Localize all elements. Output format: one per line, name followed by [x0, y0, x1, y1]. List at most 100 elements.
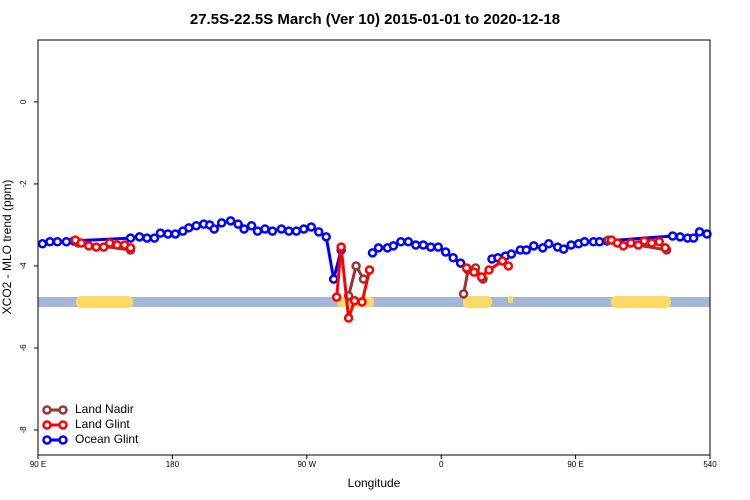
data-point — [184, 223, 194, 233]
data-point — [418, 240, 429, 250]
data-point — [396, 237, 406, 247]
data-point — [388, 241, 399, 251]
data-point — [455, 258, 466, 268]
legend-swatch-marker — [58, 405, 68, 415]
data-point — [558, 244, 569, 254]
data-point — [566, 240, 576, 250]
data-point — [225, 216, 236, 226]
data-point — [497, 256, 508, 266]
data-point — [163, 229, 173, 239]
data-point — [469, 267, 479, 277]
data-point — [321, 232, 331, 242]
data-point — [660, 243, 670, 253]
x-axis-label: Longitude — [348, 476, 401, 490]
data-point — [45, 237, 55, 247]
data-point — [299, 224, 309, 234]
data-point — [425, 242, 436, 252]
data-point — [543, 239, 554, 249]
data-point — [529, 241, 539, 251]
data-point — [104, 238, 115, 248]
data-point — [191, 221, 202, 231]
data-point — [351, 261, 361, 271]
legend-swatch-marker — [58, 435, 68, 445]
data-point — [284, 226, 294, 236]
data-point — [675, 232, 685, 242]
data-point — [260, 224, 270, 234]
data-point — [134, 232, 145, 242]
data-point — [688, 233, 699, 243]
data-point — [37, 239, 48, 249]
y-tick-label: 0 — [19, 99, 28, 104]
data-point — [331, 292, 342, 302]
data-point — [639, 236, 650, 246]
data-point — [594, 237, 605, 247]
land-patch — [463, 296, 492, 308]
data-point — [246, 221, 257, 231]
data-point — [433, 242, 443, 252]
data-point — [142, 233, 152, 243]
data-point — [291, 226, 302, 236]
data-point — [626, 238, 636, 248]
data-point — [252, 226, 263, 236]
data-point — [448, 253, 458, 263]
data-point — [239, 224, 249, 234]
data-point — [461, 263, 472, 273]
data-point — [233, 219, 243, 229]
y-tick-label: -6 — [19, 344, 28, 352]
data-point — [633, 240, 644, 250]
data-point — [403, 237, 414, 247]
data-point — [373, 243, 384, 253]
legend-swatch-marker — [42, 435, 52, 445]
data-point — [647, 238, 657, 248]
x-tick-label: 90 E — [30, 460, 46, 469]
data-point — [364, 265, 375, 275]
data-point — [694, 227, 705, 237]
data-point — [357, 297, 367, 307]
x-tick-label: 90 W — [297, 460, 316, 469]
x-tick-label: 0 — [439, 460, 444, 469]
data-point — [98, 242, 109, 252]
data-point — [654, 237, 664, 247]
data-point — [440, 247, 451, 257]
data-point — [125, 243, 136, 253]
land-mask — [38, 296, 710, 308]
data-point — [76, 238, 87, 248]
data-point — [503, 261, 514, 271]
x-tick-label: 180 — [166, 460, 180, 469]
data-point — [112, 240, 122, 250]
data-point — [521, 245, 532, 255]
data-point — [367, 248, 378, 258]
data-point — [149, 233, 160, 243]
data-point — [84, 241, 94, 251]
land-patch — [76, 296, 133, 308]
data-point — [170, 229, 181, 239]
legend-swatch-marker — [58, 420, 68, 430]
data-point — [216, 218, 227, 228]
legend-label: Land Glint — [75, 417, 130, 431]
plot-area — [37, 216, 712, 323]
data-point — [336, 242, 346, 252]
data-point — [313, 227, 324, 237]
data-point — [484, 265, 494, 275]
data-point — [306, 222, 317, 232]
data-point — [91, 242, 101, 252]
data-point — [506, 249, 517, 259]
y-tick-label: -8 — [19, 426, 28, 434]
land-patch — [611, 296, 671, 308]
legend-swatch-marker — [42, 420, 52, 430]
data-point — [411, 240, 421, 250]
legend-swatch-marker — [42, 405, 52, 415]
data-point — [537, 243, 548, 253]
data-point — [702, 229, 712, 239]
data-point — [209, 224, 219, 234]
y-axis-label: XCO2 - MLO trend (ppm) — [0, 180, 14, 315]
legend-label: Ocean Glint — [75, 432, 139, 446]
data-point — [476, 272, 487, 282]
data-point — [343, 313, 354, 323]
data-point — [328, 274, 339, 284]
legend-label: Land Nadir — [75, 402, 134, 416]
land-patch — [508, 296, 513, 303]
data-point — [61, 237, 72, 247]
